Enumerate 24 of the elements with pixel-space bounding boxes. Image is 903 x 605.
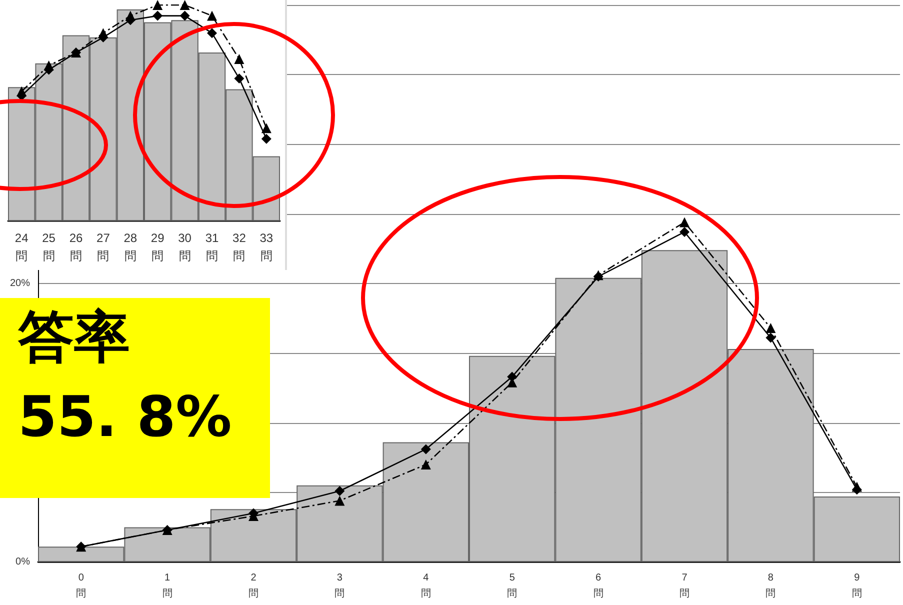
x-tick-label: 6 問 <box>593 572 604 600</box>
x-tick-label: 9 問 <box>852 572 862 600</box>
x-tick-label: 24 問 <box>14 231 29 263</box>
x-tick-label: 32 問 <box>232 231 246 263</box>
x-tick-label: 31 問 <box>205 231 219 263</box>
x-tick-label: 0 問 <box>76 572 86 600</box>
x-tick-label: 29 問 <box>150 231 165 263</box>
x-tick-label: 1 問 <box>162 572 172 600</box>
x-tick-label: 8 問 <box>766 572 776 600</box>
x-tick-label: 26 問 <box>69 231 83 263</box>
x-tick-label: 2 問 <box>248 572 258 600</box>
x-tick-label: 25 問 <box>42 231 56 263</box>
x-tick-label: 3 問 <box>334 572 345 600</box>
y-tick-label: 0% <box>16 556 30 568</box>
x-tick-label: 4 問 <box>420 572 431 600</box>
x-tick-label: 30 問 <box>178 231 192 263</box>
x-tick-label: 5 問 <box>507 572 518 600</box>
x-tick-label: 28 問 <box>124 231 138 263</box>
x-tick-label: 27 問 <box>96 231 110 263</box>
x-tick-label: 7 問 <box>680 572 690 600</box>
annotation: 55. 8% <box>17 384 233 452</box>
x-tick-label: 33 問 <box>260 231 274 263</box>
y-tick-label: 20% <box>10 278 30 289</box>
annotation: 答率 <box>17 304 131 372</box>
